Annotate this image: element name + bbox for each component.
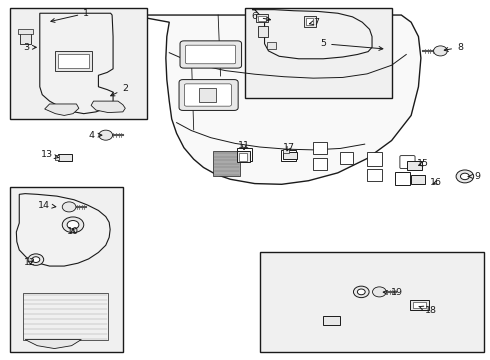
- Polygon shape: [45, 104, 79, 116]
- Bar: [260, 252, 485, 352]
- Text: 14: 14: [38, 201, 56, 210]
- Circle shape: [434, 46, 447, 56]
- Bar: [20, 33, 31, 44]
- Circle shape: [372, 287, 386, 297]
- FancyBboxPatch shape: [179, 80, 238, 111]
- Polygon shape: [40, 13, 113, 114]
- Bar: [304, 17, 316, 27]
- Bar: [281, 150, 296, 161]
- Text: 13: 13: [41, 150, 59, 159]
- Bar: [407, 161, 422, 170]
- Polygon shape: [130, 15, 421, 184]
- FancyBboxPatch shape: [185, 45, 236, 64]
- Text: 12: 12: [24, 258, 36, 267]
- Bar: [199, 88, 216, 102]
- Bar: [413, 302, 426, 308]
- Bar: [18, 30, 33, 34]
- Polygon shape: [213, 151, 240, 176]
- Bar: [283, 149, 289, 153]
- Text: 10: 10: [67, 228, 79, 237]
- Circle shape: [357, 289, 365, 295]
- FancyBboxPatch shape: [184, 84, 231, 106]
- Bar: [314, 158, 327, 170]
- Circle shape: [461, 173, 469, 180]
- Text: 19: 19: [383, 288, 402, 297]
- Bar: [245, 8, 392, 98]
- Bar: [58, 54, 89, 68]
- Bar: [367, 169, 382, 181]
- Circle shape: [456, 170, 474, 183]
- Bar: [55, 51, 92, 71]
- Text: 3: 3: [23, 43, 36, 52]
- Text: 16: 16: [430, 178, 441, 187]
- Circle shape: [353, 286, 369, 298]
- Text: 5: 5: [320, 39, 383, 50]
- Bar: [23, 293, 108, 339]
- FancyBboxPatch shape: [180, 41, 242, 68]
- Bar: [237, 148, 252, 161]
- Bar: [268, 42, 276, 49]
- Bar: [367, 152, 382, 166]
- Bar: [256, 14, 268, 22]
- Bar: [58, 154, 72, 161]
- Bar: [258, 16, 266, 21]
- Bar: [258, 26, 268, 37]
- Bar: [55, 155, 59, 159]
- Text: 8: 8: [444, 43, 463, 52]
- Circle shape: [99, 130, 113, 140]
- Bar: [306, 18, 314, 25]
- Text: 18: 18: [419, 306, 437, 315]
- Text: 7: 7: [310, 18, 319, 27]
- Polygon shape: [252, 10, 372, 59]
- Bar: [410, 300, 429, 310]
- Text: 9: 9: [468, 172, 480, 181]
- Circle shape: [28, 254, 44, 265]
- Circle shape: [32, 257, 40, 262]
- Bar: [340, 152, 353, 164]
- Text: 11: 11: [238, 141, 250, 150]
- Text: 6: 6: [252, 12, 270, 21]
- Bar: [239, 153, 247, 161]
- Bar: [237, 151, 250, 162]
- Bar: [314, 142, 327, 154]
- Circle shape: [62, 217, 84, 233]
- Circle shape: [67, 221, 79, 229]
- Bar: [10, 187, 123, 352]
- Text: 4: 4: [88, 131, 102, 140]
- Text: 15: 15: [417, 159, 429, 168]
- FancyBboxPatch shape: [400, 156, 415, 168]
- Polygon shape: [25, 339, 81, 348]
- Polygon shape: [16, 194, 110, 266]
- Text: 1: 1: [51, 9, 89, 22]
- Bar: [395, 172, 410, 185]
- Bar: [323, 316, 340, 325]
- Circle shape: [62, 202, 76, 212]
- Bar: [283, 152, 297, 159]
- Bar: [411, 175, 425, 184]
- Polygon shape: [91, 101, 125, 113]
- Text: 17: 17: [283, 143, 295, 152]
- Text: 2: 2: [111, 84, 128, 96]
- Bar: [10, 8, 147, 119]
